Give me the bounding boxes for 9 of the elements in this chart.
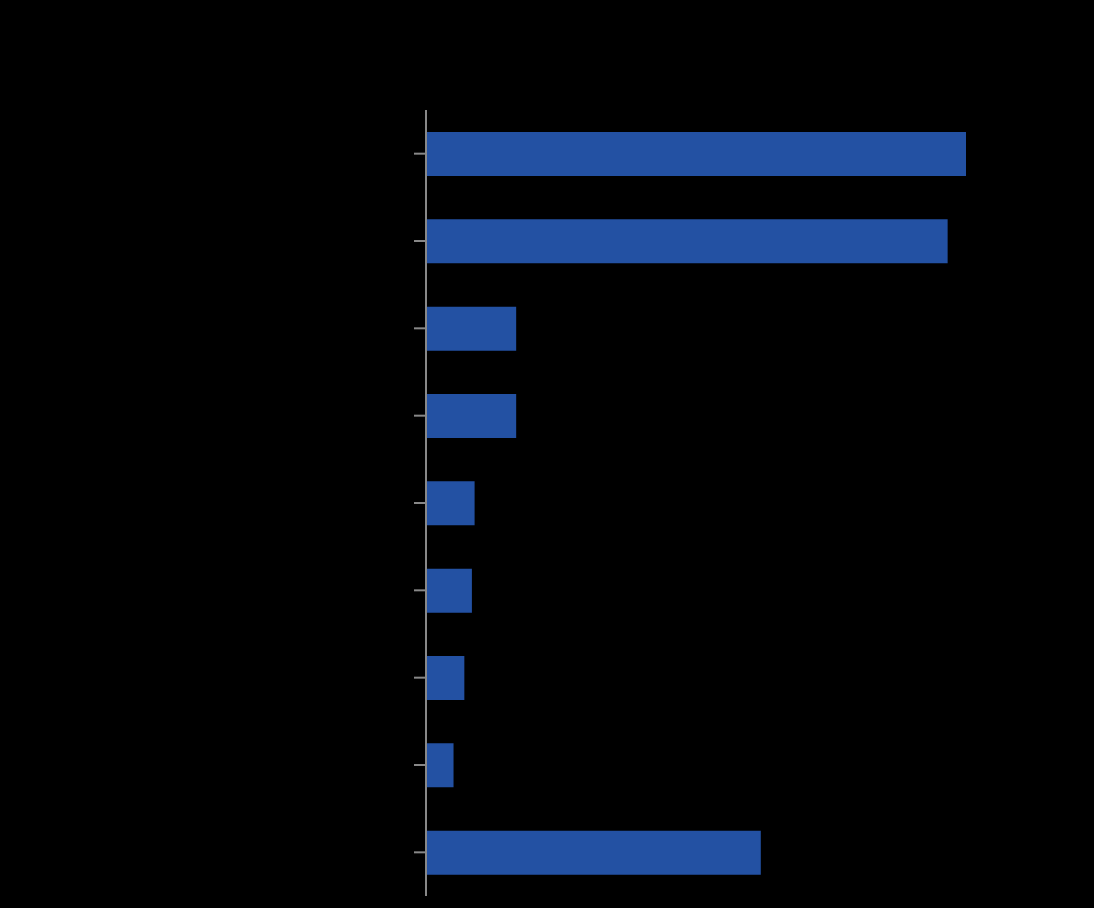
bar bbox=[426, 743, 454, 788]
bar bbox=[426, 306, 517, 351]
bar bbox=[426, 481, 475, 526]
bar bbox=[426, 132, 966, 176]
bar bbox=[426, 830, 761, 875]
bar bbox=[426, 394, 517, 438]
bar bbox=[426, 568, 472, 613]
bar bbox=[426, 656, 465, 700]
bar bbox=[426, 219, 948, 264]
